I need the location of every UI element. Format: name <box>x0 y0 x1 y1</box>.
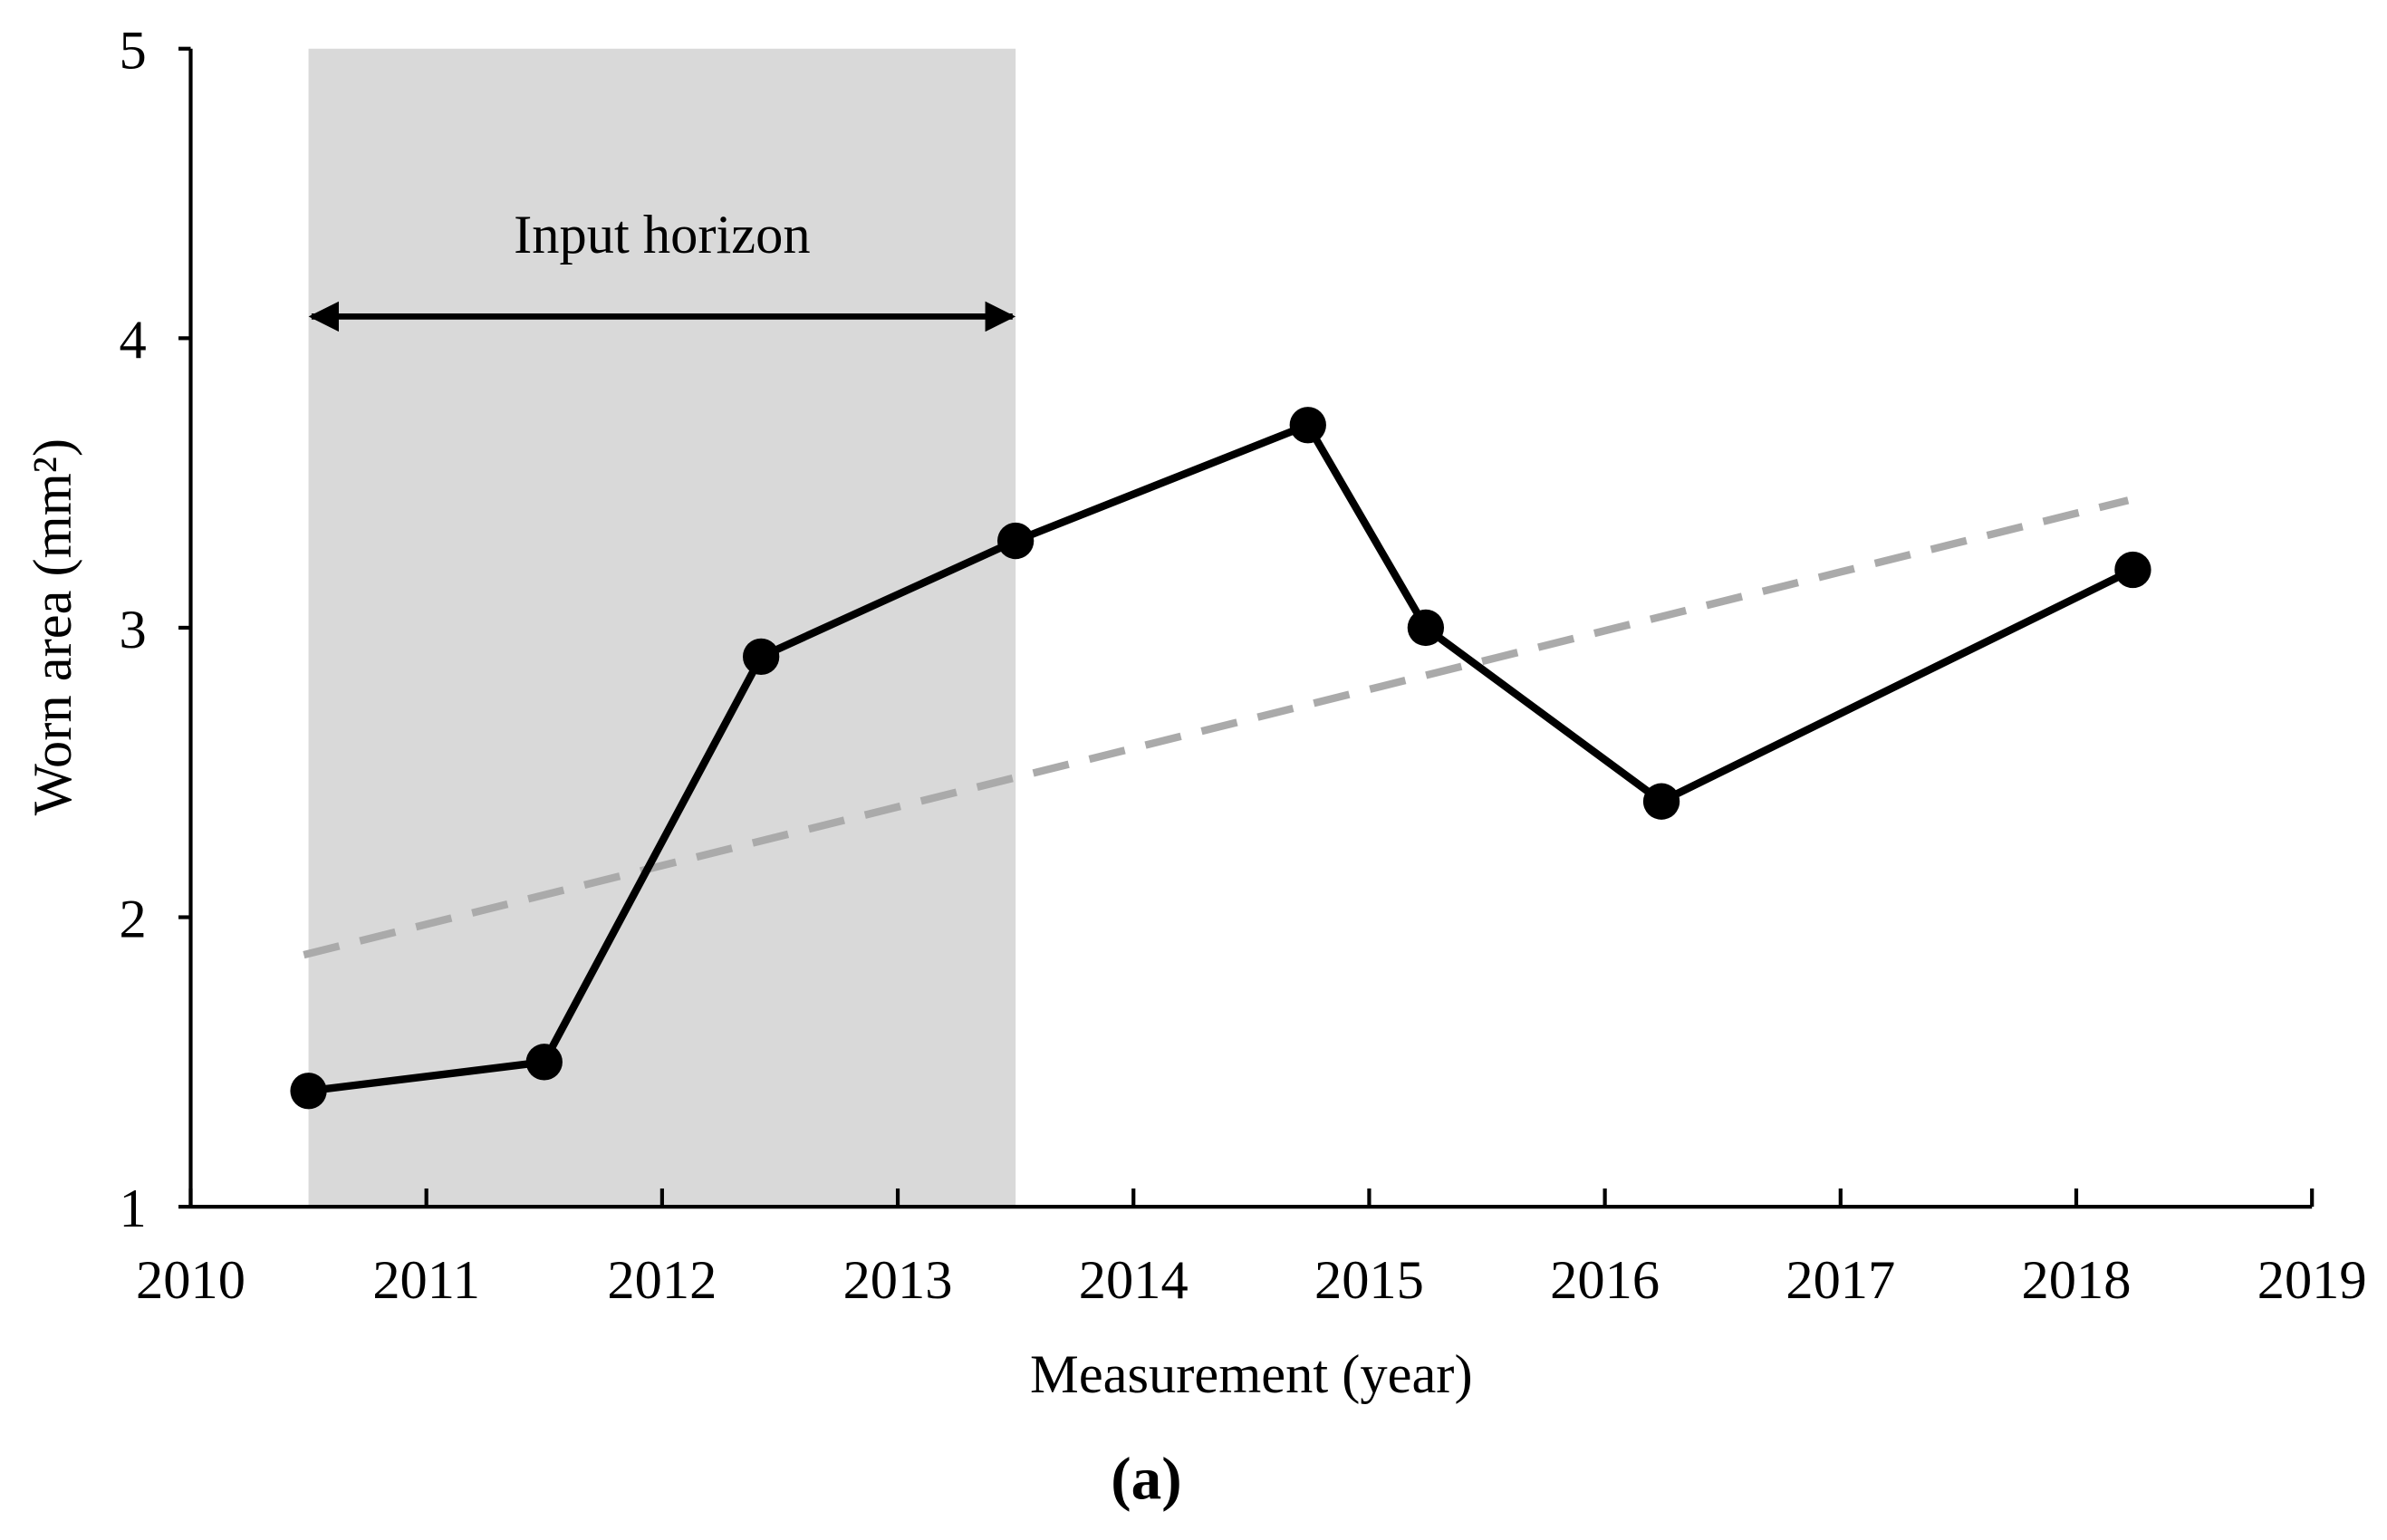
x-tick-label: 2016 <box>1550 1250 1660 1311</box>
trend-line <box>303 496 2130 959</box>
data-line <box>308 421 2135 1095</box>
data-point <box>1642 783 1680 820</box>
y-tick-label: 3 <box>120 600 147 660</box>
x-tick-label: 2013 <box>843 1250 953 1311</box>
y-tick-label: 2 <box>120 889 147 949</box>
x-tick-label: 2012 <box>607 1250 717 1311</box>
y-tick-label: 5 <box>120 21 147 82</box>
data-point <box>742 638 780 676</box>
data-point <box>1289 407 1326 444</box>
x-tick-label: 2018 <box>2022 1250 2132 1311</box>
shaded-region <box>308 48 1016 1208</box>
x-tick-label: 2014 <box>1079 1250 1189 1311</box>
y-tick-label: 1 <box>120 1179 147 1239</box>
y-axis-label: Worn area (mm²) <box>23 438 83 815</box>
x-tick-label: 2015 <box>1314 1250 1424 1311</box>
x-tick-label: 2017 <box>1785 1250 1895 1311</box>
data-point <box>525 1044 563 1081</box>
x-tick-label: 2019 <box>2257 1250 2367 1311</box>
y-tick-label: 4 <box>120 310 147 371</box>
caption: (a) <box>1111 1445 1181 1513</box>
data-point <box>996 522 1035 560</box>
x-tick-label: 2011 <box>372 1250 480 1311</box>
data-point <box>1407 609 1445 647</box>
annotation: Input horizon <box>514 205 810 265</box>
data-point <box>290 1073 327 1110</box>
x-tick-label: 2010 <box>136 1250 245 1311</box>
x-axis-label: Measurement (year) <box>1030 1344 1473 1405</box>
data-point <box>2114 551 2151 589</box>
